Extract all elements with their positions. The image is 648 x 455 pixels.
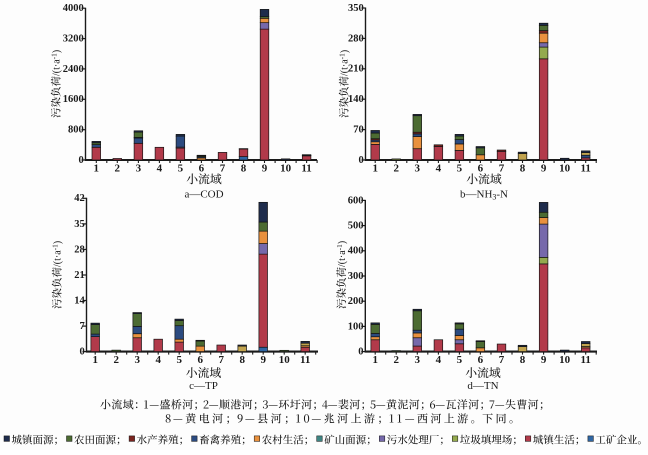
svg-text:14: 14 bbox=[74, 295, 85, 306]
svg-text:500: 500 bbox=[348, 221, 364, 232]
svg-text:100: 100 bbox=[348, 321, 364, 332]
svg-text:2: 2 bbox=[115, 163, 121, 175]
svg-text:400: 400 bbox=[348, 246, 364, 257]
svg-text:0: 0 bbox=[358, 347, 363, 358]
svg-text:7: 7 bbox=[499, 163, 505, 175]
svg-text:4000: 4000 bbox=[63, 3, 84, 14]
svg-text:4: 4 bbox=[157, 163, 163, 175]
svg-text:0: 0 bbox=[79, 347, 84, 358]
svg-text:3200: 3200 bbox=[63, 34, 84, 45]
svg-text:0: 0 bbox=[78, 155, 83, 166]
svg-text:280: 280 bbox=[348, 33, 364, 44]
svg-text:11: 11 bbox=[300, 354, 310, 366]
svg-text:6: 6 bbox=[478, 354, 484, 366]
svg-text:350: 350 bbox=[348, 3, 364, 14]
svg-text:c—TP: c—TP bbox=[189, 380, 218, 392]
svg-text:8: 8 bbox=[239, 354, 245, 366]
svg-text:800: 800 bbox=[68, 125, 84, 136]
svg-text:6: 6 bbox=[199, 163, 205, 175]
svg-text:5: 5 bbox=[457, 354, 463, 366]
svg-text:d—TN: d—TN bbox=[467, 380, 498, 392]
svg-text:10: 10 bbox=[559, 163, 571, 175]
svg-text:4: 4 bbox=[436, 163, 442, 175]
svg-text:600: 600 bbox=[348, 195, 364, 206]
svg-text:21: 21 bbox=[74, 270, 85, 281]
svg-text:28: 28 bbox=[74, 244, 85, 255]
svg-text:/(t·a-1): /(t·a-1) bbox=[51, 241, 64, 267]
svg-text:1: 1 bbox=[92, 354, 98, 366]
svg-text:9: 9 bbox=[541, 163, 547, 175]
svg-text:3: 3 bbox=[415, 163, 421, 175]
svg-text:11: 11 bbox=[580, 163, 590, 175]
svg-text:5: 5 bbox=[176, 354, 182, 366]
svg-text:11: 11 bbox=[301, 163, 311, 175]
svg-text:2: 2 bbox=[393, 163, 399, 175]
svg-text:6: 6 bbox=[478, 163, 484, 175]
svg-text:1: 1 bbox=[94, 163, 100, 175]
svg-text:7: 7 bbox=[218, 354, 224, 366]
svg-text:10: 10 bbox=[280, 163, 292, 175]
svg-text:140: 140 bbox=[348, 94, 364, 105]
svg-text:10: 10 bbox=[279, 354, 291, 366]
svg-text:7: 7 bbox=[499, 354, 505, 366]
svg-text:70: 70 bbox=[353, 125, 364, 136]
svg-text:/(t·a-1): /(t·a-1) bbox=[50, 50, 63, 76]
svg-text:2400: 2400 bbox=[63, 64, 84, 75]
svg-text:b—NH3-N: b—NH3-N bbox=[460, 189, 508, 202]
svg-text:35: 35 bbox=[74, 219, 85, 230]
svg-text:8: 8 bbox=[241, 163, 247, 175]
svg-text:8: 8 bbox=[520, 163, 526, 175]
svg-text:2: 2 bbox=[113, 354, 119, 366]
svg-text:4: 4 bbox=[155, 354, 161, 366]
svg-text:3: 3 bbox=[136, 163, 142, 175]
svg-text:11: 11 bbox=[580, 354, 590, 366]
svg-text:300: 300 bbox=[348, 271, 364, 282]
svg-text:/(t·a-1): /(t·a-1) bbox=[335, 241, 348, 267]
svg-text:9: 9 bbox=[262, 163, 268, 175]
svg-text:9: 9 bbox=[260, 354, 266, 366]
svg-text:7: 7 bbox=[220, 163, 226, 175]
svg-text:1600: 1600 bbox=[63, 94, 84, 105]
svg-text:9: 9 bbox=[541, 354, 547, 366]
svg-text:5: 5 bbox=[457, 163, 463, 175]
svg-text:8: 8 bbox=[520, 354, 526, 366]
svg-text:3: 3 bbox=[415, 354, 421, 366]
svg-text:2: 2 bbox=[393, 354, 399, 366]
svg-text:a—COD: a—COD bbox=[184, 189, 223, 201]
svg-text:1: 1 bbox=[372, 163, 378, 175]
svg-text:10: 10 bbox=[559, 354, 571, 366]
svg-text:200: 200 bbox=[348, 296, 364, 307]
svg-text:42: 42 bbox=[74, 193, 85, 204]
svg-text:7: 7 bbox=[79, 321, 84, 332]
svg-text:6: 6 bbox=[197, 354, 203, 366]
svg-text:/(t·a-1): /(t·a-1) bbox=[338, 50, 351, 76]
svg-text:3: 3 bbox=[134, 354, 140, 366]
svg-text:1: 1 bbox=[372, 354, 378, 366]
svg-text:0: 0 bbox=[358, 155, 363, 166]
svg-text:4: 4 bbox=[436, 354, 442, 366]
svg-text:5: 5 bbox=[178, 163, 184, 175]
